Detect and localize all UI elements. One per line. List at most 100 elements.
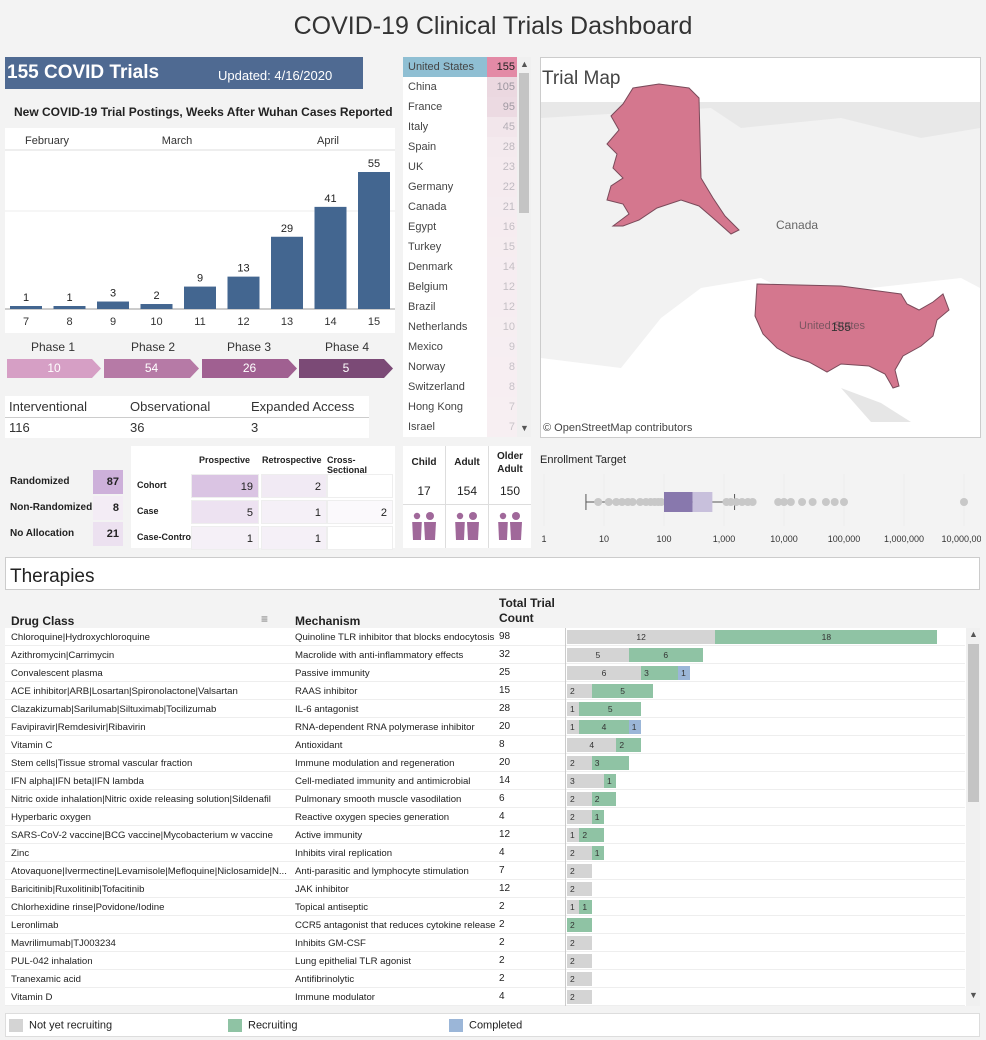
status-bar-not-yet-recruiting[interactable]: 5 (567, 648, 629, 662)
mechanism-header[interactable]: Mechanism (295, 614, 361, 628)
us-shape[interactable] (754, 283, 950, 389)
total-header[interactable]: Total Trial Count (499, 596, 555, 625)
therapy-row[interactable]: PUL-042 inhalation Lung epithelial TLR ag… (5, 952, 965, 970)
enrollment-point[interactable] (748, 498, 757, 506)
therapy-row[interactable]: Vitamin D Immune modulator 4 2 (5, 988, 965, 1006)
therapy-row[interactable]: ACE inhibitor|ARB|Losartan|Spironolacton… (5, 682, 965, 700)
enrollment-point[interactable] (636, 498, 645, 506)
country-row[interactable]: United States 155 (403, 57, 518, 77)
enrollment-point[interactable] (738, 498, 747, 506)
phase-chevron[interactable]: 54 (104, 359, 199, 378)
country-row[interactable]: Belgium 12 (403, 277, 518, 297)
phase-chevron[interactable]: 10 (7, 359, 101, 378)
enrollment-point[interactable] (612, 498, 621, 506)
therapy-row[interactable]: Baricitinib|Ruxolitinib|Tofacitinib JAK i… (5, 880, 965, 898)
therapy-row[interactable]: Tranexamic acid Antifibrinolytic 2 2 (5, 970, 965, 988)
status-bar-recruiting[interactable]: 1 (591, 846, 605, 860)
status-bar-recruiting[interactable]: 2 (616, 738, 642, 752)
country-row[interactable]: Hong Kong 7 (403, 397, 518, 417)
status-bar-not-yet-recruiting[interactable]: 1 (567, 900, 580, 914)
design-cell[interactable]: 1 (261, 500, 327, 524)
country-scrollbar[interactable]: ▲ ▼ (517, 57, 531, 437)
country-row[interactable]: France 95 (403, 97, 518, 117)
therapy-row[interactable]: Leronlimab CCR5 antagonist that reduces c… (5, 916, 965, 934)
legend-item[interactable]: Completed (449, 1019, 522, 1032)
therapy-row[interactable]: Hyperbaric oxygen Reactive oxygen species… (5, 808, 965, 826)
drug-class-header[interactable]: Drug Class (11, 614, 75, 628)
therapy-row[interactable]: Vitamin C Antioxidant 8 4 2 (5, 736, 965, 754)
status-bar-not-yet-recruiting[interactable]: 2 (567, 792, 592, 806)
status-bar-not-yet-recruiting[interactable]: 6 (567, 666, 642, 680)
status-bar-not-yet-recruiting[interactable]: 4 (567, 738, 617, 752)
status-bar-recruiting[interactable]: 2 (579, 828, 605, 842)
status-bar-not-yet-recruiting[interactable]: 2 (567, 684, 592, 698)
status-bar-recruiting[interactable]: 3 (641, 666, 679, 680)
country-row[interactable]: Norway 8 (403, 357, 518, 377)
status-bar-not-yet-recruiting[interactable]: 3 (567, 774, 605, 788)
country-row[interactable]: Egypt 16 (403, 217, 518, 237)
week-bar[interactable] (184, 286, 216, 309)
therapy-row[interactable]: Clazakizumab|Sarilumab|Siltuximab|Tocili… (5, 700, 965, 718)
status-bar-not-yet-recruiting[interactable]: 2 (567, 972, 592, 986)
status-bar-recruiting[interactable]: 4 (579, 720, 629, 734)
status-bar-not-yet-recruiting[interactable]: 1 (567, 720, 580, 734)
enrollment-point[interactable] (618, 498, 627, 506)
status-bar-not-yet-recruiting[interactable]: 2 (567, 756, 592, 770)
therapy-row[interactable]: Favipiravir|Remdesivir|Ribavirin RNA-depe… (5, 718, 965, 736)
week-bar[interactable] (358, 172, 390, 309)
enrollment-point[interactable] (732, 498, 741, 506)
scroll-down-icon[interactable]: ▼ (520, 423, 529, 433)
enrollment-box-upper[interactable] (692, 492, 713, 512)
status-bar-recruiting[interactable]: 5 (591, 684, 654, 698)
scroll-up-icon[interactable]: ▲ (520, 59, 529, 69)
therapy-row[interactable]: Azithromycin|Carrimycin Macrolide with an… (5, 646, 965, 664)
therapy-row[interactable]: Nitric oxide inhalation|Nitric oxide rel… (5, 790, 965, 808)
country-row[interactable]: Spain 28 (403, 137, 518, 157)
status-bar-recruiting[interactable]: 6 (628, 648, 703, 662)
status-bar-completed[interactable]: 1 (678, 666, 691, 680)
therapy-row[interactable]: Atovaquone|Ivermectine|Levamisole|Mefloq… (5, 862, 965, 880)
week-bar[interactable] (227, 276, 260, 309)
status-bar-not-yet-recruiting[interactable]: 2 (567, 810, 592, 824)
week-bar[interactable] (97, 301, 129, 309)
status-bar-recruiting[interactable]: 5 (579, 702, 642, 716)
status-bar-not-yet-recruiting[interactable]: 1 (567, 828, 580, 842)
therapy-row[interactable]: Zinc Inhibits viral replication 4 2 1 (5, 844, 965, 862)
therapy-row[interactable]: SARS-CoV-2 vaccine|BCG vaccine|Mycobacte… (5, 826, 965, 844)
status-bar-not-yet-recruiting[interactable]: 2 (567, 954, 592, 968)
status-bar-recruiting[interactable]: 1 (604, 774, 617, 788)
enrollment-point[interactable] (594, 498, 603, 506)
design-cell[interactable]: 1 (191, 526, 259, 550)
allocation-row[interactable]: Non-Randomized 8 (5, 496, 123, 520)
design-cell[interactable] (327, 526, 393, 550)
phase-chevron[interactable]: 26 (202, 359, 297, 378)
status-bar-recruiting[interactable]: 2 (567, 918, 592, 932)
enrollment-point[interactable] (840, 498, 848, 506)
enrollment-point[interactable] (780, 498, 788, 506)
design-cell[interactable]: 5 (191, 500, 259, 524)
country-row[interactable]: Netherlands 10 (403, 317, 518, 337)
therapy-row[interactable]: IFN alpha|IFN beta|IFN lambda Cell-mediat… (5, 772, 965, 790)
country-row[interactable]: China 105 (403, 77, 518, 97)
status-bar-not-yet-recruiting[interactable]: 2 (567, 882, 592, 896)
country-row[interactable]: Denmark 14 (403, 257, 518, 277)
table-scroll-up-icon[interactable]: ▲ (969, 629, 978, 639)
country-row[interactable]: Mexico 9 (403, 337, 518, 357)
enrollment-point[interactable] (604, 498, 613, 506)
enrollment-point[interactable] (798, 498, 807, 506)
enrollment-point[interactable] (774, 498, 783, 506)
therapy-row[interactable]: Chloroquine|Hydroxychloroquine Quinoline … (5, 628, 965, 646)
week-bar[interactable] (53, 306, 86, 309)
legend-item[interactable]: Recruiting (228, 1019, 298, 1032)
status-bar-recruiting[interactable]: 1 (591, 810, 605, 824)
country-row[interactable]: Brazil 12 (403, 297, 518, 317)
therapy-row[interactable]: Stem cells|Tissue stromal vascular fract… (5, 754, 965, 772)
table-scroll-thumb[interactable] (968, 644, 979, 802)
enrollment-point[interactable] (786, 498, 795, 506)
alaska-shape[interactable] (606, 83, 740, 235)
status-bar-completed[interactable]: 1 (628, 720, 642, 734)
design-cell[interactable]: 2 (261, 474, 327, 498)
therapy-row[interactable]: Mavrilimumab|TJ003234 Inhibits GM-CSF 2 2 (5, 934, 965, 952)
status-bar-recruiting[interactable]: 2 (591, 792, 617, 806)
weekly-bar-chart[interactable]: February March April 1 7 1 8 3 9 2 10 9 11 13 12 29 13 41… (5, 128, 395, 333)
